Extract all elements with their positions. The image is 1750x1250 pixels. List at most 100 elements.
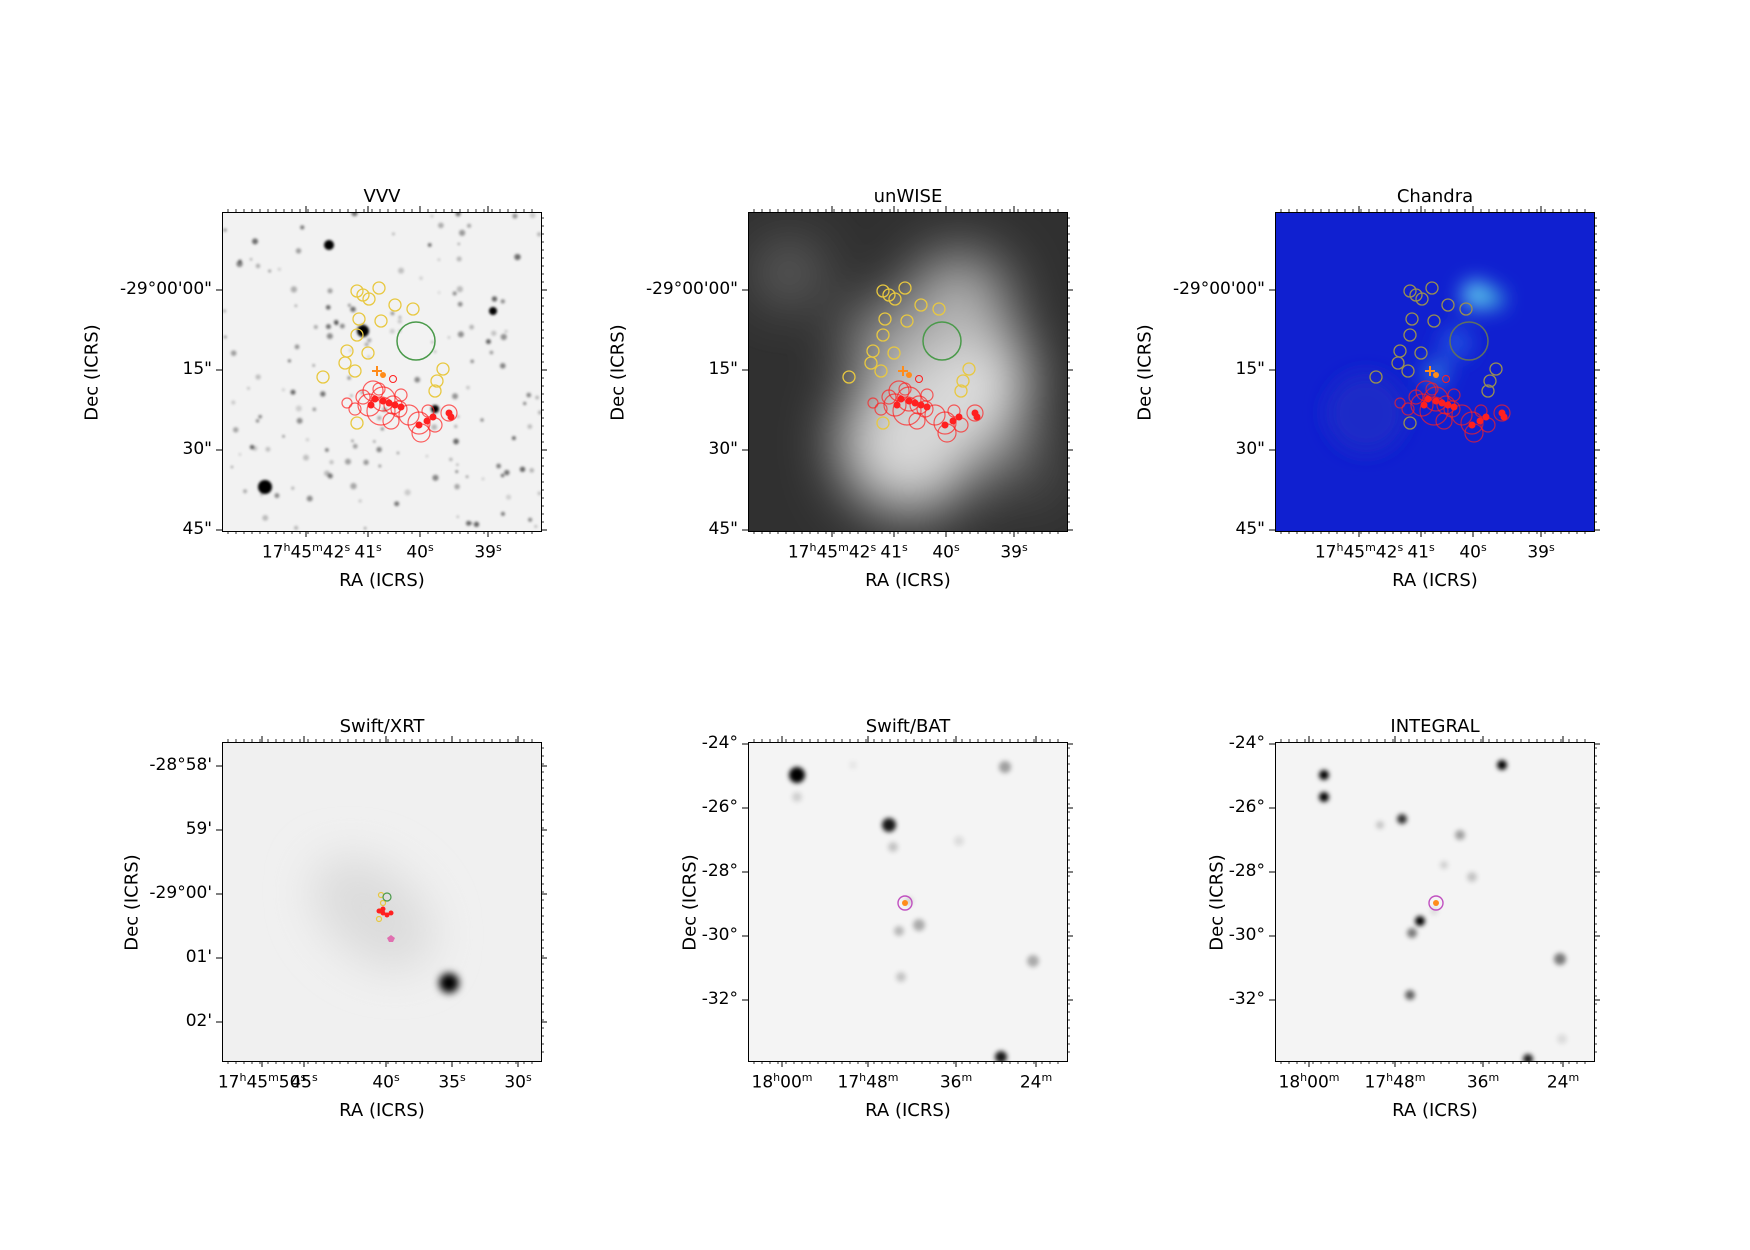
star-point — [282, 435, 285, 438]
red-source-dot — [391, 401, 399, 409]
x-tick-label: 41s — [880, 541, 908, 563]
star-point — [480, 418, 484, 422]
y-tick-label: -30° — [1228, 925, 1265, 945]
star-point — [491, 330, 497, 336]
star-point — [376, 446, 382, 453]
yellow-source-marker — [1441, 298, 1455, 312]
star-point — [333, 319, 339, 325]
x-axis-label: RA (ICRS) — [1392, 570, 1478, 591]
star-point — [364, 527, 367, 530]
red-source-circle — [898, 382, 912, 396]
swift-xrt-panel: Swift/XRT -28°58' 59' -29°00' 01' 02' 17h45m50… — [122, 716, 547, 1121]
y-tick-label: 15" — [1235, 359, 1265, 379]
star-point — [528, 517, 533, 522]
star-point — [529, 213, 536, 219]
star-point — [325, 305, 331, 310]
y-tick-label: 02' — [185, 1011, 212, 1031]
star-point — [231, 400, 236, 405]
image-frame — [748, 212, 1068, 532]
orange-star-marker — [906, 372, 912, 378]
star-point — [534, 524, 538, 528]
point-source — [1397, 814, 1407, 824]
x-tick-label: 18h00m — [1278, 1071, 1340, 1093]
star-point — [247, 386, 250, 390]
star-point — [469, 324, 474, 330]
star-point — [523, 401, 527, 405]
star-point — [431, 424, 438, 431]
red-source-circle — [1493, 404, 1511, 422]
red-source-circle — [1451, 404, 1473, 426]
star-point — [344, 458, 352, 465]
star-point — [325, 448, 329, 452]
orange-star-marker — [380, 372, 386, 378]
star-point — [526, 392, 532, 398]
star-point — [457, 331, 464, 338]
star-point — [295, 248, 302, 254]
point-source — [954, 836, 964, 846]
yellow-source-marker — [362, 292, 376, 306]
point-source — [882, 818, 896, 832]
red-source-circle — [892, 396, 922, 426]
red-source-circle — [908, 412, 926, 430]
star-point — [255, 419, 260, 423]
star-point — [249, 444, 255, 450]
diffuse-emission — [999, 443, 1059, 503]
star-point — [432, 474, 439, 481]
yellow-source-marker — [876, 416, 890, 430]
yellow-source-marker — [962, 362, 976, 376]
red-source-circle — [966, 404, 984, 422]
yellow-source-marker — [874, 364, 888, 378]
red-source-dot — [379, 397, 387, 405]
magenta-target-circle — [1428, 895, 1444, 911]
x-tick-label: 18h00m — [751, 1071, 813, 1093]
star-point — [500, 473, 505, 478]
yellow-source-marker — [1391, 356, 1405, 370]
red-source-circle — [370, 386, 396, 412]
chandra-panel: Chandra -29°00'00" 15" 30" 45" 17h45m42s 41s 40… — [1135, 186, 1600, 591]
yellow-source-marker — [375, 915, 383, 923]
yellow-source-marker — [876, 328, 890, 342]
red-source-circle — [355, 389, 371, 405]
diffuse-emission — [759, 243, 819, 303]
star-point — [465, 475, 469, 478]
y-tick-label: -24° — [701, 733, 738, 753]
star-point — [296, 417, 303, 424]
y-tick-label: -30° — [701, 925, 738, 945]
star-point — [223, 228, 227, 232]
red-source-dot — [897, 395, 905, 403]
y-tick-label: 15" — [182, 359, 212, 379]
bright-source — [439, 973, 459, 993]
star-point — [377, 415, 382, 421]
red-source-dot — [380, 906, 386, 912]
point-source — [792, 792, 802, 802]
star-point — [268, 269, 272, 273]
xray-emission — [1440, 327, 1472, 359]
xray-emission — [1462, 281, 1490, 309]
star-point — [351, 439, 354, 443]
point-source — [1319, 792, 1329, 802]
y-tick-label: 30" — [708, 439, 738, 459]
orange-cross-marker — [372, 366, 382, 376]
y-axis-label: Dec (ICRS) — [607, 324, 629, 421]
star-point — [457, 242, 460, 246]
red-small-circle — [389, 375, 397, 383]
point-source — [1467, 872, 1477, 882]
y-tick-label: -32° — [1228, 989, 1265, 1009]
star-point — [258, 414, 262, 419]
star-point — [347, 303, 351, 307]
red-source-circle — [874, 402, 888, 416]
star-point — [350, 394, 353, 397]
x-tick-label: 36m — [1466, 1071, 1500, 1093]
bright-star — [489, 307, 497, 315]
image-frame — [1275, 212, 1595, 532]
xray-emission — [1326, 373, 1406, 453]
y-tick-label: -28°58' — [149, 755, 212, 775]
red-source-dot — [893, 401, 901, 409]
star-point — [230, 465, 234, 469]
star-point — [485, 339, 491, 345]
star-point — [455, 213, 461, 217]
star-point — [504, 329, 508, 334]
red-source-circle — [933, 411, 957, 435]
star-point — [452, 291, 457, 296]
red-source-circle — [867, 397, 879, 409]
